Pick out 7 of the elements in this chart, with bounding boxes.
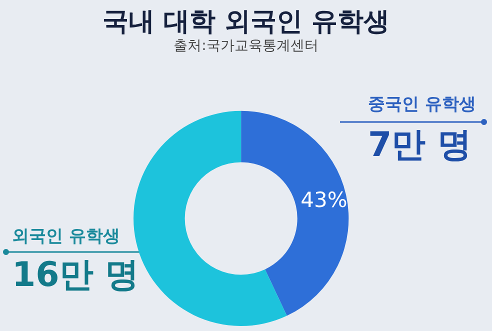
chart-title: 국내 대학 외국인 유학생 (102, 7, 390, 37)
slice-label: 중국인 유학생 (368, 94, 476, 114)
data-label: 43% (300, 188, 348, 212)
text: 7만 명 (368, 125, 472, 165)
slice-label: 외국인 유학생 (12, 226, 120, 246)
chart-subtitle: 출처:국가교육통계센터 (174, 38, 318, 54)
text: 16만 명 (12, 255, 140, 295)
